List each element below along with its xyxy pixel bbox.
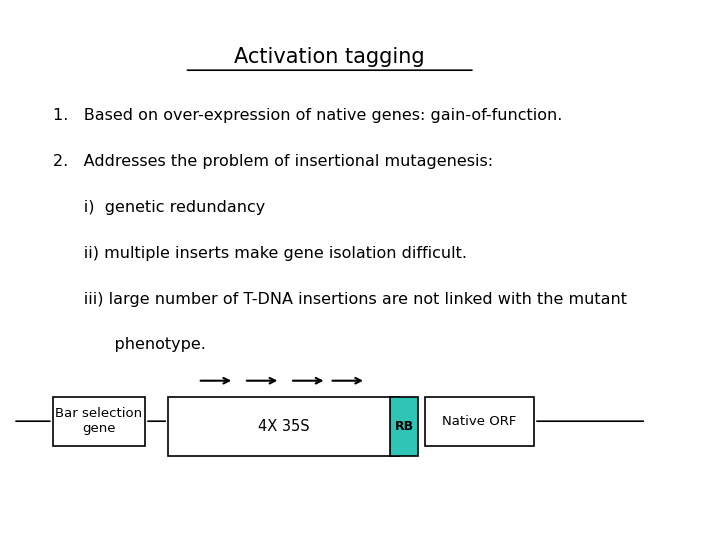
Text: iii) large number of T-DNA insertions are not linked with the mutant: iii) large number of T-DNA insertions ar… <box>53 292 626 307</box>
Text: RB: RB <box>395 420 414 433</box>
Text: 4X 35S: 4X 35S <box>258 419 310 434</box>
Text: Activation tagging: Activation tagging <box>235 46 425 67</box>
Text: 1.   Based on over-expression of native genes: gain-of-function.: 1. Based on over-expression of native ge… <box>53 108 562 123</box>
FancyBboxPatch shape <box>426 397 534 445</box>
FancyBboxPatch shape <box>168 397 399 456</box>
FancyBboxPatch shape <box>390 397 418 456</box>
Text: phenotype.: phenotype. <box>53 338 206 353</box>
Text: Native ORF: Native ORF <box>443 415 517 428</box>
Text: Bar selection
gene: Bar selection gene <box>55 407 143 435</box>
FancyBboxPatch shape <box>53 397 145 445</box>
Text: ii) multiple inserts make gene isolation difficult.: ii) multiple inserts make gene isolation… <box>53 246 467 261</box>
Text: i)  genetic redundancy: i) genetic redundancy <box>53 200 265 215</box>
Text: 2.   Addresses the problem of insertional mutagenesis:: 2. Addresses the problem of insertional … <box>53 154 493 169</box>
